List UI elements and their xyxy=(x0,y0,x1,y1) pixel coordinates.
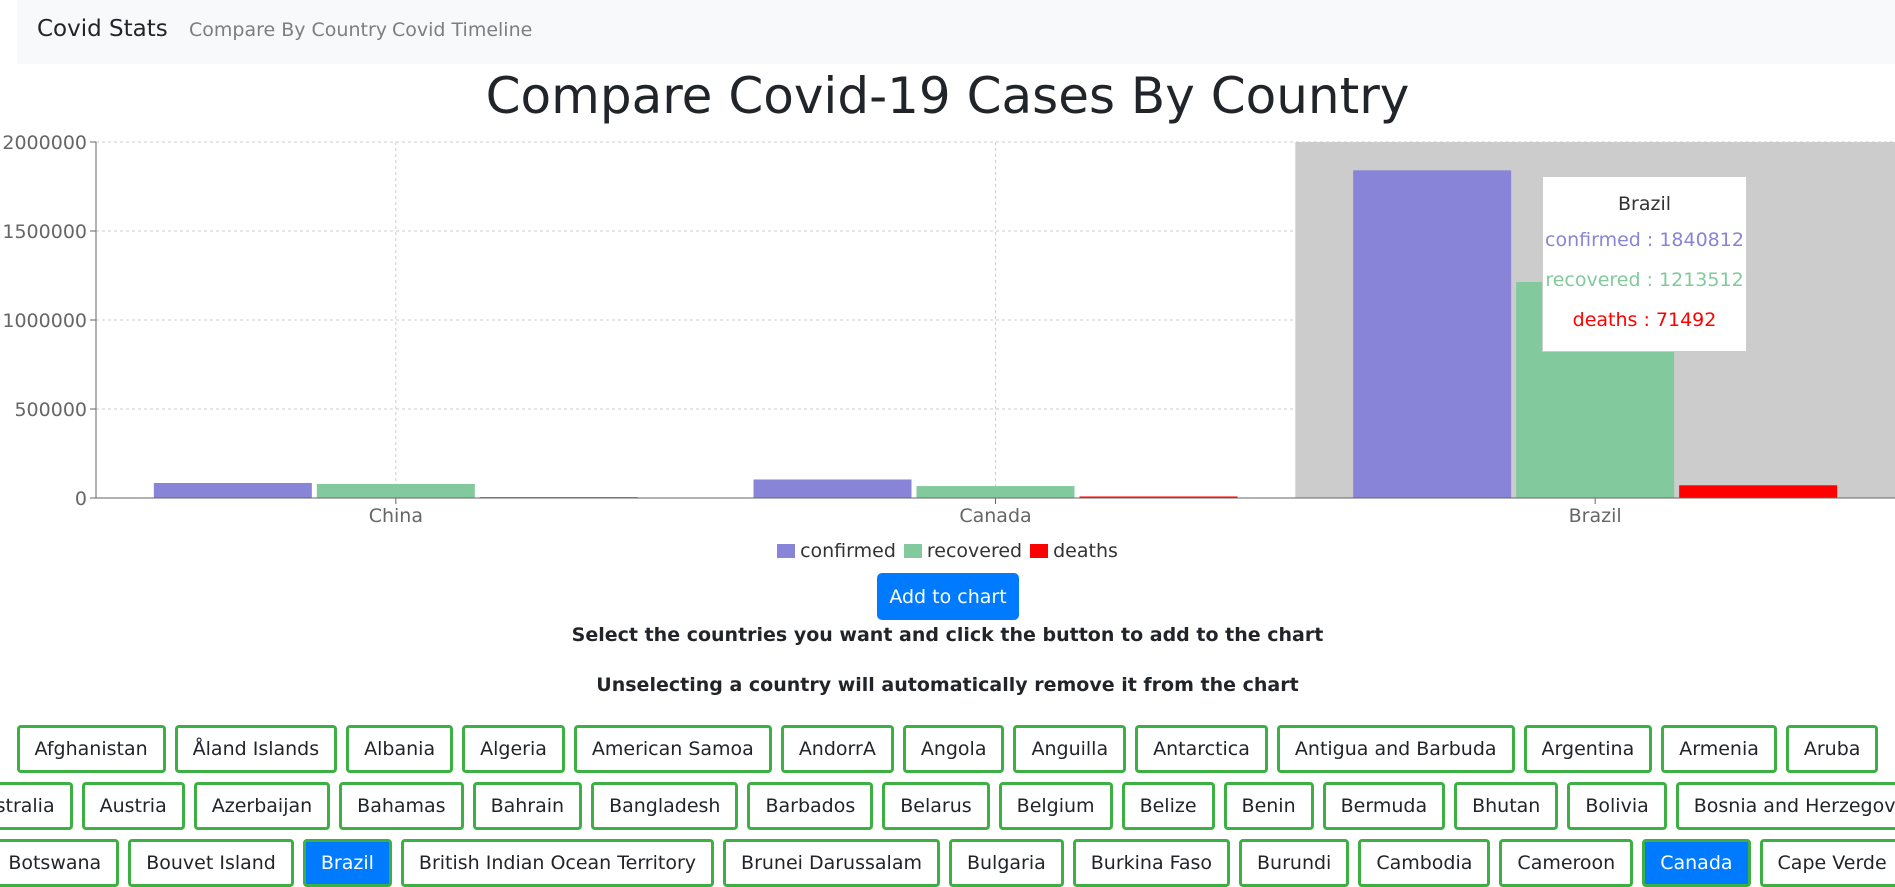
x-tick-label: Brazil xyxy=(1569,505,1622,527)
country-button-american-samoa[interactable]: American Samoa xyxy=(573,725,772,773)
bar-deaths-canada[interactable] xyxy=(1079,496,1238,498)
country-button-algeria[interactable]: Algeria xyxy=(462,725,565,773)
country-button-bhutan[interactable]: Bhutan xyxy=(1454,782,1559,830)
country-button-aruba[interactable]: Aruba xyxy=(1785,725,1879,773)
bar-deaths-china[interactable] xyxy=(479,497,638,499)
country-row-1: Afghanistan Åland Islands Albania Algeria Am… xyxy=(0,725,1895,773)
country-button-cambodia[interactable]: Cambodia xyxy=(1358,839,1491,887)
country-button-antarctica[interactable]: Antarctica xyxy=(1135,725,1268,773)
bar-recovered-china[interactable] xyxy=(316,483,475,498)
country-button-armenia[interactable]: Armenia xyxy=(1661,725,1777,773)
nav-link-covid-timeline[interactable]: Covid Timeline xyxy=(392,19,533,41)
tooltip-deaths: deaths : 71492 xyxy=(1572,309,1717,331)
y-tick-label: 500000 xyxy=(14,399,87,421)
country-button-australia[interactable]: Australia xyxy=(0,782,73,830)
chart-legend: confirmed recovered deaths xyxy=(0,540,1895,562)
country-button-afghanistan[interactable]: Afghanistan xyxy=(16,725,166,773)
legend-label-recovered: recovered xyxy=(926,540,1023,562)
country-button-anguilla[interactable]: Anguilla xyxy=(1013,725,1127,773)
country-button-bolivia[interactable]: Bolivia xyxy=(1567,782,1667,830)
bar-confirmed-china[interactable] xyxy=(153,482,312,498)
country-button-botswana[interactable]: Botswana xyxy=(0,839,120,887)
bar-confirmed-canada[interactable] xyxy=(753,479,912,498)
legend-label-confirmed: confirmed xyxy=(800,540,896,562)
legend-item-confirmed[interactable]: confirmed xyxy=(777,540,896,562)
navbar-brand[interactable]: Covid Stats xyxy=(37,16,168,42)
y-tick-label: 0 xyxy=(75,488,87,510)
legend-item-recovered[interactable]: recovered xyxy=(903,540,1023,562)
country-button-burundi[interactable]: Burundi xyxy=(1239,839,1350,887)
tooltip-confirmed: confirmed : 1840812 xyxy=(1545,229,1744,251)
country-row-3: Botswana Bouvet Island Brazil British India… xyxy=(0,839,1895,887)
country-button-bangladesh[interactable]: Bangladesh xyxy=(591,782,739,830)
legend-swatch-deaths xyxy=(1030,544,1049,558)
legend-label-deaths: deaths xyxy=(1053,540,1118,562)
country-button-belize[interactable]: Belize xyxy=(1121,782,1215,830)
x-tick-label: China xyxy=(369,505,423,527)
country-button-belarus[interactable]: Belarus xyxy=(882,782,990,830)
country-button-cameroon[interactable]: Cameroon xyxy=(1499,839,1634,887)
navbar: Covid Stats Compare By Country Covid Tim… xyxy=(17,0,1895,64)
y-tick-label: 1500000 xyxy=(2,221,87,243)
country-button-albania[interactable]: Albania xyxy=(346,725,454,773)
country-button-benin[interactable]: Benin xyxy=(1223,782,1314,830)
country-button-antigua-and-barbuda[interactable]: Antigua and Barbuda xyxy=(1276,725,1515,773)
nav-link-compare-by-country[interactable]: Compare By Country xyxy=(189,19,388,41)
page-title: Compare Covid-19 Cases By Country xyxy=(485,67,1410,125)
tooltip-recovered: recovered : 1213512 xyxy=(1545,269,1744,291)
bar-confirmed-brazil[interactable] xyxy=(1353,170,1512,499)
legend-item-deaths[interactable]: deaths xyxy=(1030,540,1118,562)
country-button-bosnia-and-herzegovina[interactable]: Bosnia and Herzegovina xyxy=(1675,782,1895,830)
country-button-austria[interactable]: Austria xyxy=(81,782,185,830)
country-button-british-indian-ocean-territory[interactable]: British Indian Ocean Territory xyxy=(400,839,715,887)
country-row-2: AustraliaAustriaAzerbaijanBahamasBahrain… xyxy=(0,782,1895,830)
help-text-unselect: Unselecting a country will automatically… xyxy=(596,674,1299,696)
help-text-select: Select the countries you want and click … xyxy=(571,624,1324,646)
country-button-burkina-faso[interactable]: Burkina Faso xyxy=(1072,839,1231,887)
x-tick-label: Canada xyxy=(959,505,1031,527)
y-tick-label: 2000000 xyxy=(2,132,87,154)
country-button-bouvet-island[interactable]: Bouvet Island xyxy=(128,839,294,887)
country-button-belgium[interactable]: Belgium xyxy=(998,782,1113,830)
country-button-barbados[interactable]: Barbados xyxy=(747,782,874,830)
country-button-argentina[interactable]: Argentina xyxy=(1523,725,1653,773)
bar-recovered-canada[interactable] xyxy=(916,486,1075,498)
legend-swatch-recovered xyxy=(903,544,922,558)
country-button-canada[interactable]: Canada xyxy=(1642,839,1751,887)
y-tick-label: 1000000 xyxy=(2,310,87,332)
country-button-brunei-darussalam[interactable]: Brunei Darussalam xyxy=(723,839,940,887)
country-button-bulgaria[interactable]: Bulgaria xyxy=(948,839,1064,887)
chart-tooltip: Brazil confirmed : 1840812 recovered : 1… xyxy=(1542,176,1747,352)
country-button-andorra[interactable]: AndorrA xyxy=(780,725,894,773)
bar-deaths-brazil[interactable] xyxy=(1679,485,1838,498)
country-button-bahamas[interactable]: Bahamas xyxy=(339,782,464,830)
country-button-bahrain[interactable]: Bahrain xyxy=(472,782,583,830)
country-button-brazil[interactable]: Brazil xyxy=(302,839,392,887)
tooltip-title: Brazil xyxy=(1617,193,1672,215)
country-button--land-islands[interactable]: Åland Islands xyxy=(174,725,338,773)
country-button-azerbaijan[interactable]: Azerbaijan xyxy=(193,782,331,830)
country-button-bermuda[interactable]: Bermuda xyxy=(1322,782,1446,830)
add-to-chart-button[interactable]: Add to chart xyxy=(877,573,1019,620)
country-button-cape-verde[interactable]: Cape Verde xyxy=(1759,839,1895,887)
country-button-angola[interactable]: Angola xyxy=(902,725,1005,773)
legend-swatch-confirmed xyxy=(777,544,796,558)
